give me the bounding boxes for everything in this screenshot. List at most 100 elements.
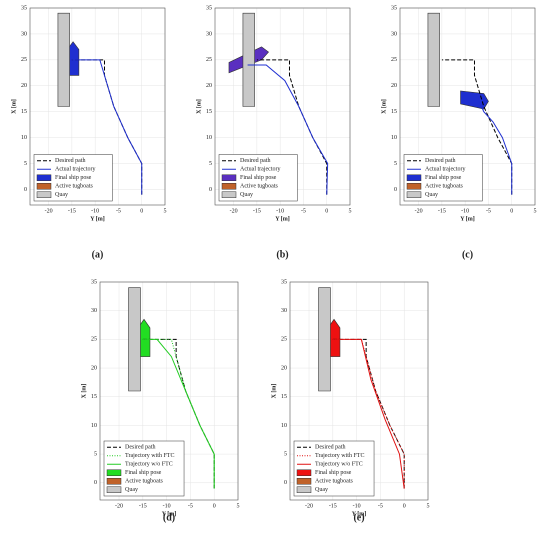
legend-label: Quay xyxy=(55,192,68,198)
y-tick-label: 20 xyxy=(91,365,97,371)
y-axis-label: X [m] xyxy=(81,384,87,399)
legend-swatch xyxy=(296,486,312,493)
y-tick-label: 25 xyxy=(391,57,397,63)
legend-label: Final ship pose xyxy=(425,175,462,181)
y-tick-label: 0 xyxy=(394,187,397,193)
legend-label: Desired path xyxy=(315,445,346,451)
x-tick-label: 0 xyxy=(140,208,143,214)
panel-label: (a) xyxy=(92,249,104,260)
x-tick-label: -10 xyxy=(163,503,171,509)
x-tick-label: 5 xyxy=(237,503,240,509)
legend-swatch xyxy=(406,191,422,198)
y-axis-label: X [m] xyxy=(196,99,202,114)
y-tick-label: 5 xyxy=(284,451,287,457)
x-tick-label: 5 xyxy=(349,208,352,214)
legend-label: Trajectory w/o FTC xyxy=(125,462,173,468)
x-tick-label: 0 xyxy=(403,503,406,509)
plot-frame xyxy=(99,281,239,501)
patch-shape xyxy=(128,287,141,392)
legend-swatch xyxy=(106,469,122,476)
y-tick-label: 30 xyxy=(91,308,97,314)
legend-label: Quay xyxy=(425,192,438,198)
x-tick-label: 0 xyxy=(510,208,513,214)
legend-swatch xyxy=(36,191,52,198)
legend-swatch xyxy=(221,174,237,181)
y-tick-label: 30 xyxy=(206,31,212,37)
legend-label: Final ship pose xyxy=(315,470,352,476)
legend-label: Trajectory with FTC xyxy=(315,453,364,459)
y-tick-label: 20 xyxy=(281,365,287,371)
legend-label: Actual trajectory xyxy=(425,167,465,173)
x-tick-label: -15 xyxy=(68,208,76,214)
legend-swatch xyxy=(221,183,237,190)
legend-swatch xyxy=(296,478,312,485)
y-tick-label: 0 xyxy=(284,480,287,486)
y-tick-label: 0 xyxy=(94,480,97,486)
legend-label: Quay xyxy=(240,192,253,198)
y-tick-label: 25 xyxy=(91,337,97,343)
y-tick-label: 35 xyxy=(21,5,27,11)
x-axis-label: Y [m] xyxy=(352,511,367,517)
trajectory-line xyxy=(247,64,329,195)
x-tick-label: -5 xyxy=(301,208,306,214)
legend-swatch xyxy=(106,486,122,493)
x-axis-label: Y [m] xyxy=(275,216,290,222)
x-tick-label: 5 xyxy=(427,503,430,509)
trajectory-line xyxy=(332,338,405,489)
legend-swatch xyxy=(221,191,237,198)
legend-label: Actual trajectory xyxy=(55,167,95,173)
trajectory-line xyxy=(478,101,513,195)
x-tick-label: -20 xyxy=(115,503,123,509)
y-tick-label: 35 xyxy=(206,5,212,11)
patch-shape xyxy=(460,90,489,110)
legend-label: Active tugboats xyxy=(125,479,163,485)
x-tick-label: -10 xyxy=(276,208,284,214)
y-tick-label: 0 xyxy=(209,187,212,193)
legend-swatch xyxy=(36,174,52,181)
y-tick-label: 30 xyxy=(391,31,397,37)
y-tick-label: 15 xyxy=(391,109,397,115)
y-tick-label: 5 xyxy=(24,161,27,167)
x-tick-label: -10 xyxy=(461,208,469,214)
x-tick-label: -15 xyxy=(329,503,337,509)
patch-shape xyxy=(318,287,331,392)
legend-label: Quay xyxy=(315,487,328,493)
plot-frame xyxy=(399,7,536,206)
x-tick-label: -15 xyxy=(139,503,147,509)
y-tick-label: 10 xyxy=(391,135,397,141)
trajectory-line xyxy=(332,338,405,489)
legend-swatch xyxy=(406,174,422,181)
legend-label: Active tugboats xyxy=(55,184,93,190)
panel-label: (c) xyxy=(462,249,473,260)
y-tick-label: 10 xyxy=(206,135,212,141)
legend-label: Active tugboats xyxy=(240,184,278,190)
trajectory-line xyxy=(142,338,215,489)
legend-label: Active tugboats xyxy=(425,184,463,190)
x-tick-label: 5 xyxy=(164,208,167,214)
panel-label: (e) xyxy=(353,512,364,523)
x-axis-label: Y [m] xyxy=(90,216,105,222)
x-axis-label: Y [m] xyxy=(460,216,475,222)
y-tick-label: 25 xyxy=(21,57,27,63)
y-tick-label: 10 xyxy=(91,423,97,429)
x-axis-label: Y [m] xyxy=(162,511,177,517)
x-tick-label: -20 xyxy=(415,208,423,214)
y-tick-label: 15 xyxy=(281,394,287,400)
patch-shape xyxy=(57,12,70,107)
legend-label: Actual trajectory xyxy=(240,167,280,173)
y-axis-label: X [m] xyxy=(381,99,387,114)
y-tick-label: 0 xyxy=(24,187,27,193)
legend-swatch xyxy=(296,469,312,476)
legend-label: Desired path xyxy=(125,445,156,451)
legend-label: Active tugboats xyxy=(315,479,353,485)
y-tick-label: 5 xyxy=(209,161,212,167)
x-tick-label: 5 xyxy=(534,208,537,214)
y-axis-label: X [m] xyxy=(11,99,17,114)
legend-swatch xyxy=(406,183,422,190)
x-tick-label: -10 xyxy=(91,208,99,214)
y-tick-label: 25 xyxy=(281,337,287,343)
y-tick-label: 30 xyxy=(21,31,27,37)
x-tick-label: -10 xyxy=(353,503,361,509)
y-tick-label: 10 xyxy=(21,135,27,141)
